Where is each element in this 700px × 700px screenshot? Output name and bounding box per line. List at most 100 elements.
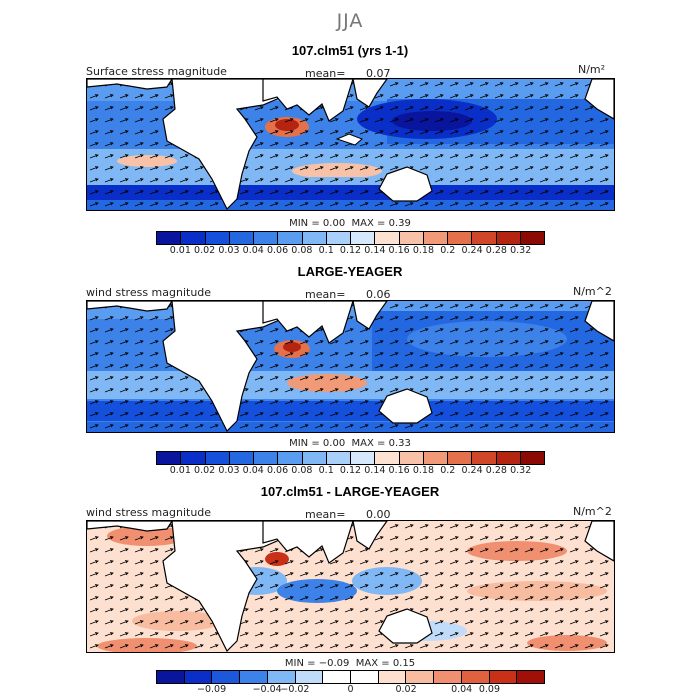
- panel-2-mean-label: mean=: [305, 288, 346, 301]
- colorbar-tick-label: 0.16: [388, 245, 410, 256]
- panel-1-colorbar-ticks: 0.01 0.02 0.03 0.04 0.06 0.08 0.1 0.12 0.14 0.16 0…: [156, 245, 545, 259]
- colorbar-tick-label: 0.1: [318, 465, 334, 476]
- panel-3-mean-value: 0.00: [366, 508, 391, 521]
- colorbar-swatch: [489, 671, 518, 683]
- panel-2-colorbar: [156, 451, 545, 465]
- colorbar-swatch: [448, 452, 473, 464]
- colorbar-swatch: [378, 671, 407, 683]
- panel-2-map: [86, 300, 615, 433]
- colorbar-swatch: [423, 232, 448, 244]
- colorbar-tick-label: 0.06: [266, 465, 289, 476]
- colorbar-swatch: [181, 452, 206, 464]
- colorbar-swatch: [520, 232, 544, 244]
- panel-1-units: N/m²: [578, 63, 606, 76]
- colorbar-swatch: [472, 232, 497, 244]
- colorbar-tick-label: 0.32: [510, 245, 532, 256]
- panel-2-colorbar-ticks: 0.01 0.02 0.03 0.04 0.06 0.08 0.1 0.12 0.14 0.16 0…: [156, 465, 545, 479]
- colorbar-swatch: [157, 232, 182, 244]
- colorbar-tick-label: 0.09: [478, 684, 500, 695]
- colorbar-tick-label: 0.08: [291, 465, 313, 476]
- colorbar-swatch: [267, 671, 296, 683]
- colorbar-swatch: [496, 232, 521, 244]
- colorbar-swatch: [351, 452, 376, 464]
- colorbar-tick-label: 0.03: [218, 465, 240, 476]
- colorbar-swatch: [375, 232, 400, 244]
- colorbar-swatch: [326, 232, 351, 244]
- europe-land: [87, 79, 173, 90]
- colorbar-tick-label: −0.09: [197, 684, 227, 695]
- asia-land: [262, 79, 354, 122]
- colorbar-tick-label: 0.12: [339, 465, 362, 476]
- colorbar-tick-label: 0.1: [318, 245, 334, 256]
- colorbar-swatch: [375, 452, 400, 464]
- panel-3-units: N/m^2: [573, 505, 612, 518]
- colorbar-tick-label: 0.04: [451, 684, 473, 695]
- colorbar-swatch: [302, 452, 327, 464]
- colorbar-swatch: [157, 452, 182, 464]
- panel-2-field-label: wind stress magnitude: [86, 286, 212, 299]
- colorbar-tick-label: 0.04: [242, 465, 264, 476]
- colorbar-swatch: [278, 452, 303, 464]
- colorbar-swatch: [205, 232, 230, 244]
- colorbar-tick-label: 0.14: [364, 245, 386, 256]
- australia-land: [378, 166, 433, 202]
- colorbar-tick-label: −0.04: [252, 684, 282, 695]
- colorbar-tick-label: 0.32: [510, 465, 532, 476]
- colorbar-swatch: [254, 452, 279, 464]
- colorbar-swatch: [399, 452, 424, 464]
- panel-1-mean-value: 0.07: [366, 67, 391, 80]
- panel-1-map-svg: [87, 79, 614, 210]
- colorbar-tick-label: 0.24: [461, 465, 483, 476]
- colorbar-tick-label: 0: [347, 684, 354, 695]
- colorbar-swatch: [295, 671, 324, 683]
- season-title: JJA: [336, 10, 364, 32]
- panel-3-mean-label: mean=: [305, 508, 346, 521]
- colorbar-swatch: [448, 232, 473, 244]
- colorbar-swatch: [212, 671, 241, 683]
- panel-3-map-svg: [87, 521, 614, 652]
- colorbar-tick-label: 0.08: [291, 245, 313, 256]
- colorbar-tick-label: 0.04: [242, 245, 264, 256]
- colorbar-tick-label: −0.02: [280, 684, 310, 695]
- colorbar-swatch: [496, 452, 521, 464]
- colorbar-tick-label: 0.2: [440, 245, 456, 256]
- colorbar-tick-label: 0.01: [169, 245, 191, 256]
- colorbar-swatch: [434, 671, 462, 683]
- colorbar-tick-label: 0.02: [194, 465, 216, 476]
- colorbar-swatch: [323, 671, 352, 683]
- panel-1-map: [86, 78, 615, 211]
- colorbar-tick-label: 0.14: [364, 465, 386, 476]
- colorbar-tick-label: 0.06: [266, 245, 289, 256]
- colorbar-swatch: [229, 452, 254, 464]
- panel-3-title: 107.clm51 - LARGE-YEAGER: [260, 484, 440, 499]
- colorbar-swatch: [205, 452, 230, 464]
- colorbar-tick-label: 0.18: [412, 245, 435, 256]
- panel-3-map: [86, 520, 615, 653]
- colorbar-tick-label: 0.2: [440, 465, 456, 476]
- colorbar-swatch: [399, 232, 424, 244]
- colorbar-swatch: [326, 452, 351, 464]
- colorbar-swatch: [278, 232, 303, 244]
- colorbar-swatch: [157, 671, 185, 683]
- colorbar-tick-label: 0.28: [485, 245, 507, 256]
- colorbar-swatch: [181, 232, 206, 244]
- colorbar-swatch: [254, 232, 279, 244]
- panel-1-stats: MIN = 0.00 MAX = 0.39: [289, 218, 411, 229]
- colorbar-swatch: [406, 671, 435, 683]
- africa-land: [162, 79, 298, 210]
- colorbar-swatch: [351, 232, 376, 244]
- panel-2-units: N/m^2: [573, 285, 612, 298]
- panel-1-mean-label: mean=: [305, 67, 346, 80]
- colorbar-tick-label: 0.18: [412, 465, 435, 476]
- panel-2-map-svg: [87, 301, 614, 432]
- colorbar-swatch: [229, 232, 254, 244]
- colorbar-tick-label: 0.03: [218, 245, 240, 256]
- panel-3-colorbar-ticks: −0.09 −0.04 −0.02 0 0.02 0.04 0.09: [156, 684, 545, 698]
- colorbar-swatch: [302, 232, 327, 244]
- colorbar-tick-label: 0.12: [339, 245, 362, 256]
- panel-1-colorbar: [156, 231, 545, 245]
- colorbar-swatch: [423, 452, 448, 464]
- colorbar-tick-label: 0.24: [461, 245, 483, 256]
- panel-3-stats: MIN = −0.09 MAX = 0.15: [284, 658, 416, 669]
- colorbar-swatch: [520, 452, 544, 464]
